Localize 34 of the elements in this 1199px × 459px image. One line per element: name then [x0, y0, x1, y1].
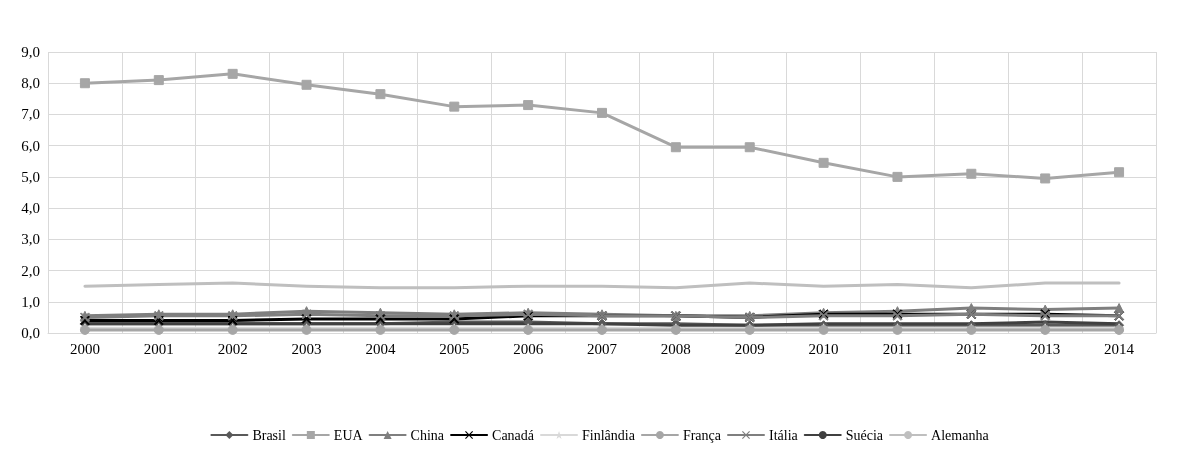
legend-label: Alemanha: [931, 427, 990, 443]
legend-label: Brasil: [252, 427, 286, 443]
x-tick-label: 2007: [587, 340, 618, 357]
x-tick-label: 2001: [143, 340, 174, 357]
y-tick-label: 2,0: [21, 262, 40, 279]
legend-label: Canadá: [492, 427, 535, 443]
x-tick-label: 2004: [365, 340, 396, 357]
y-tick-label: 0,0: [21, 325, 40, 341]
x-tick-label: 2009: [734, 340, 765, 357]
y-tick-label: 3,0: [21, 231, 40, 248]
legend-label: França: [682, 427, 722, 443]
y-tick-label: 8,0: [21, 75, 40, 92]
x-tick-label: 2012: [956, 340, 987, 357]
x-tick-label: 2008: [660, 340, 691, 357]
x-tick-label: 2000: [69, 340, 100, 357]
x-tick-label: 2011: [882, 340, 913, 357]
y-tick-label: 4,0: [21, 200, 40, 217]
x-tick-label: 2003: [291, 340, 322, 357]
y-tick-label: 1,0: [21, 293, 40, 310]
legend-label: EUA: [333, 427, 364, 443]
y-tick-label: 6,0: [21, 137, 40, 154]
legend-label: Finlândia: [582, 427, 636, 443]
y-tick-label: 9,0: [21, 44, 40, 60]
y-tick-label: 5,0: [21, 168, 40, 185]
legend-label: China: [410, 427, 445, 443]
legend-label: Itália: [769, 427, 799, 443]
x-tick-label: 2002: [217, 340, 248, 357]
x-tick-label: 2014: [1104, 340, 1135, 357]
x-tick-label: 2010: [808, 340, 839, 357]
x-tick-label: 2013: [1030, 340, 1061, 357]
y-tick-label: 7,0: [21, 106, 40, 123]
x-tick-label: 2005: [439, 340, 470, 357]
x-tick-label: 2006: [513, 340, 544, 357]
legend-label: Suécia: [845, 427, 884, 443]
